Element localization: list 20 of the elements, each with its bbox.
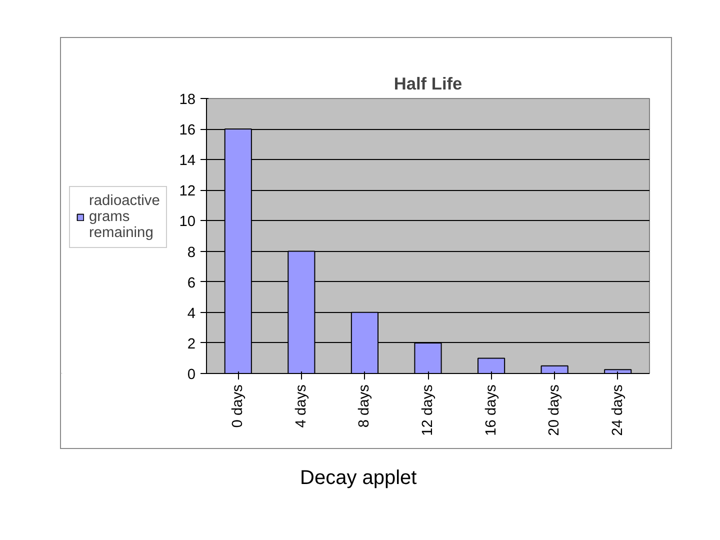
x-tick-label: 8 days [356,384,373,428]
x-tick-label: 0 days [230,384,246,428]
y-tick-label: 2 [187,336,196,352]
y-tick-label: 6 [187,275,196,292]
chart-title: Half Life [394,74,463,94]
x-tick-label: 20 days [546,384,563,436]
y-tick-label: 14 [179,153,196,170]
x-tick-label: 16 days [483,384,500,436]
y-tick-label: 4 [187,306,196,322]
x-tick-label: 4 days [293,384,310,428]
x-tick-label: 24 days [610,384,626,436]
y-tick-label: 16 [179,122,196,139]
y-tick-label: 18 [179,92,196,108]
y-tick-label: 10 [179,214,196,230]
y-tick-label: 12 [179,184,196,200]
y-tick-label: 8 [187,244,196,261]
x-tick-label: 12 days [420,384,436,436]
text: Decay applet [300,466,417,491]
legend-label: radioactive grams remaining [89,193,160,241]
y-tick-label: 0 [187,367,196,383]
